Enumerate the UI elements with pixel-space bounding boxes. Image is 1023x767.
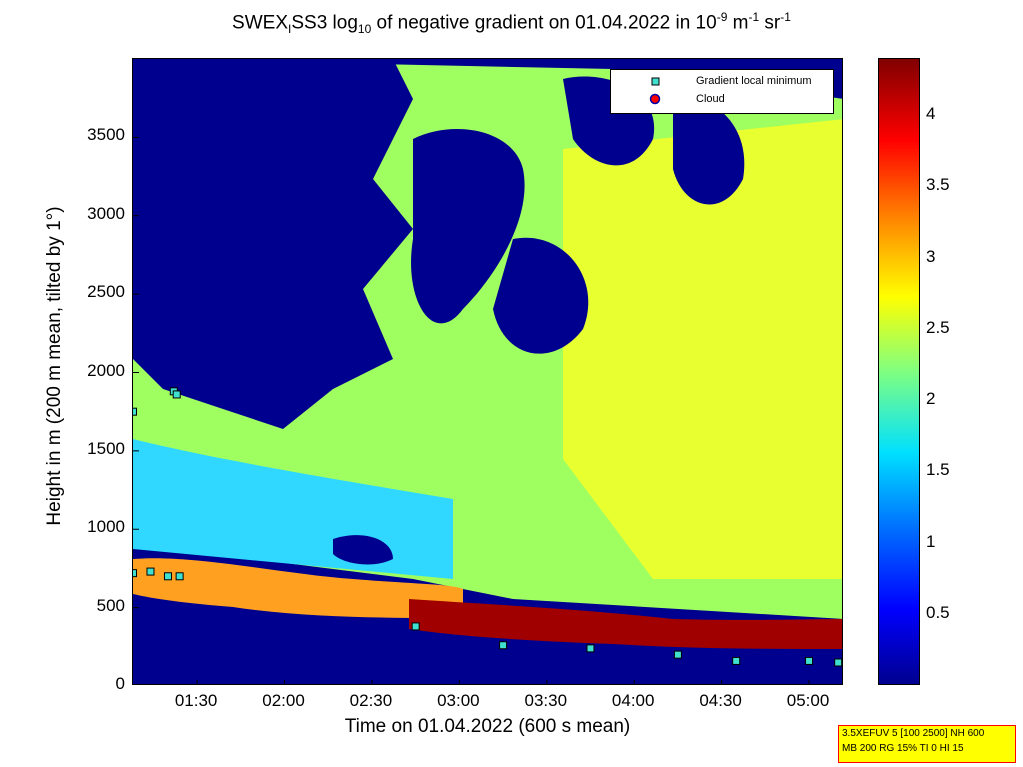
colorbar-tick-label: 4 [926, 104, 936, 123]
gradient-minimum-point [673, 650, 682, 659]
colorbar-tick-label: 1 [926, 531, 936, 551]
x-tick-label: 03:00 [437, 691, 480, 710]
heatmap-region-right [563, 119, 842, 579]
parameter-infobox: 3.5XEFUV 5 [100 2500] NH 600 MB 200 RG 1… [838, 725, 1016, 763]
heatmap-blob-6 [133, 59, 842, 99]
y-tick-label: 2000 [87, 360, 125, 380]
y-tick-label: 3000 [87, 203, 125, 223]
heatmap-blob-3 [493, 237, 589, 354]
infobox-line: MB 200 RG 15% TI 0 HI 15 [842, 743, 964, 754]
x-tick-label: 02:30 [349, 691, 393, 710]
colorbar-tick-label: 3.5 [926, 175, 950, 195]
legend-entry-gradient-local-minimum: Gradient local minimum [611, 74, 833, 90]
gradient-minimum-point [133, 569, 137, 578]
legend: Gradient local minimum Cloud [610, 69, 834, 114]
gradient-minimum-point [133, 407, 137, 416]
x-tick-label: 04:00 [611, 691, 655, 710]
gradient-minimum-point [834, 658, 842, 667]
gradient-minimum-point [586, 644, 595, 653]
legend-label: Gradient local minimum [696, 75, 812, 87]
legend-label: Cloud [696, 93, 725, 105]
colorbar-tick-label: 2.5 [926, 317, 950, 337]
gradient-minimum-point [163, 572, 172, 581]
heatmap-region-darkred [409, 599, 842, 649]
colorbar-tick-label: 1.5 [926, 460, 950, 480]
gradient-minimum-point [411, 622, 420, 631]
x-tick-label: 05:00 [786, 691, 830, 710]
square-marker-icon [651, 77, 660, 86]
gradient-minimum-point [499, 641, 508, 650]
y-tick-label: 2500 [87, 282, 125, 302]
legend-entry-cloud: Cloud [611, 92, 833, 108]
heatmap-region-bottom [133, 604, 842, 684]
gradient-minimum-point [175, 572, 184, 581]
heatmap-blob-5 [673, 97, 745, 205]
heatmap-blob-2 [411, 129, 525, 324]
heatmap-plot-area [132, 58, 843, 685]
x-tick-label: 02:00 [262, 691, 305, 710]
x-tick-label: 03:30 [524, 691, 568, 710]
y-tick-label: 500 [96, 595, 125, 615]
x-tick-label: 04:30 [699, 691, 742, 710]
infobox-line: 3.5XEFUV 5 [100 2500] NH 600 [842, 728, 985, 739]
heatmap-region-warmband [133, 558, 463, 619]
x-tick-label: 01:30 [174, 691, 218, 710]
gradient-minimum-point [172, 390, 181, 399]
colorbar-tick-label: 3 [926, 246, 936, 266]
colorbar-tick-label: 0.5 [926, 602, 950, 622]
gradient-minimum-point [732, 656, 741, 665]
gradient-minimum-point [805, 656, 814, 665]
heatmap-blob-1 [133, 59, 413, 429]
chart-title: SWEXISS3 log10 of negative gradient on 0… [232, 10, 791, 37]
x-axis-label: Time on 01.04.2022 (600 s mean) [344, 716, 631, 737]
colorbar-tick-label: 2 [926, 389, 936, 408]
circle-marker-icon [649, 93, 661, 105]
y-tick-label: 0 [115, 674, 125, 693]
gradient-minimum-point [146, 567, 155, 576]
marker-layer [133, 387, 842, 667]
heatmap-blob-7 [333, 535, 393, 565]
y-axis-label: Height in m (200 m mean, tilted by 1°) [44, 206, 65, 526]
colorbar [878, 58, 920, 685]
y-tick-label: 1000 [87, 517, 125, 537]
heatmap-canvas [133, 59, 842, 684]
y-tick-label: 3500 [87, 125, 125, 145]
y-tick-label: 1500 [87, 438, 125, 458]
